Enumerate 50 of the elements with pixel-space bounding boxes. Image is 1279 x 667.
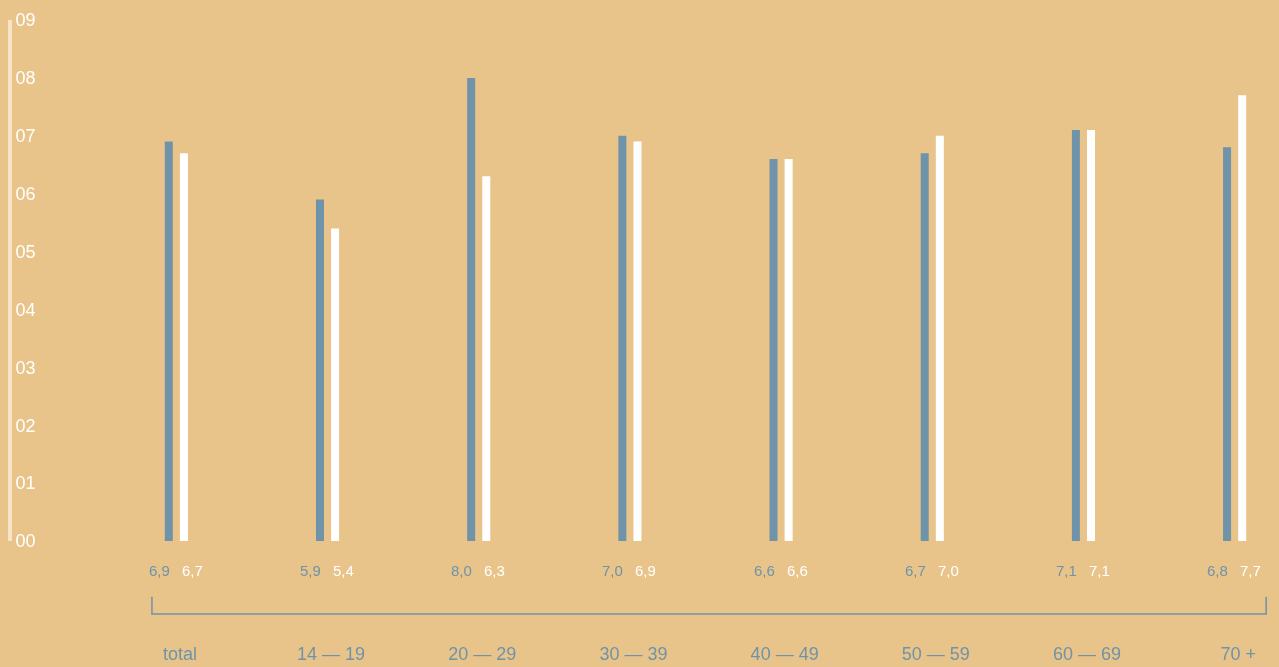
y-tick-label: 08 (15, 68, 36, 89)
bar (467, 77, 476, 541)
data-label: 7,7 (1240, 562, 1261, 579)
data-label: 6,3 (484, 562, 505, 579)
data-label: 6,6 (754, 562, 775, 579)
data-label: 6,6 (787, 562, 808, 579)
bar (315, 199, 324, 541)
data-label: 6,8 (1207, 562, 1228, 579)
data-label: 6,9 (635, 562, 656, 579)
y-tick-label: 07 (15, 126, 36, 147)
data-label: 7,0 (602, 562, 623, 579)
x-tick-label: 60 — 69 (1052, 644, 1122, 664)
data-label: 6,9 (149, 562, 170, 579)
y-tick-label: 03 (15, 357, 36, 378)
data-label: 7,1 (1056, 562, 1077, 579)
bar (179, 153, 188, 541)
y-tick-label: 01 (15, 473, 36, 494)
data-label: 6,7 (905, 562, 926, 579)
bar (935, 135, 944, 541)
bar (769, 158, 778, 541)
bar (331, 228, 340, 541)
bar (1223, 147, 1232, 541)
x-tick-label: 30 — 39 (599, 644, 668, 664)
bar (920, 153, 929, 541)
y-tick-label: 09 (15, 10, 36, 31)
bar (164, 141, 173, 541)
x-tick-label: 20 — 29 (448, 644, 517, 664)
x-tick-label: 50 — 59 (901, 644, 970, 664)
y-tick-label: 04 (15, 299, 36, 320)
x-tick-label: 70 + (1220, 644, 1256, 664)
bar (618, 135, 627, 541)
bar (1238, 95, 1247, 541)
data-label: 5,4 (333, 562, 354, 579)
bar (482, 176, 491, 541)
data-label: 7,0 (938, 562, 959, 579)
y-tick-label: 05 (15, 241, 36, 262)
data-label: 8,0 (451, 562, 472, 579)
data-label: 7,1 (1089, 562, 1110, 579)
data-label: 6,7 (182, 562, 203, 579)
x-tick-label: total (162, 644, 197, 664)
bar (784, 158, 793, 541)
x-tick-label: 40 — 49 (750, 644, 819, 664)
y-tick-label: 06 (15, 183, 36, 204)
data-label: 5,9 (300, 562, 321, 579)
bar (1087, 129, 1096, 541)
bar (1071, 129, 1080, 541)
y-tick-label: 02 (15, 415, 36, 436)
bar (633, 141, 642, 541)
x-tick-label: 14 — 19 (297, 644, 366, 664)
y-tick-label: 00 (15, 531, 36, 552)
